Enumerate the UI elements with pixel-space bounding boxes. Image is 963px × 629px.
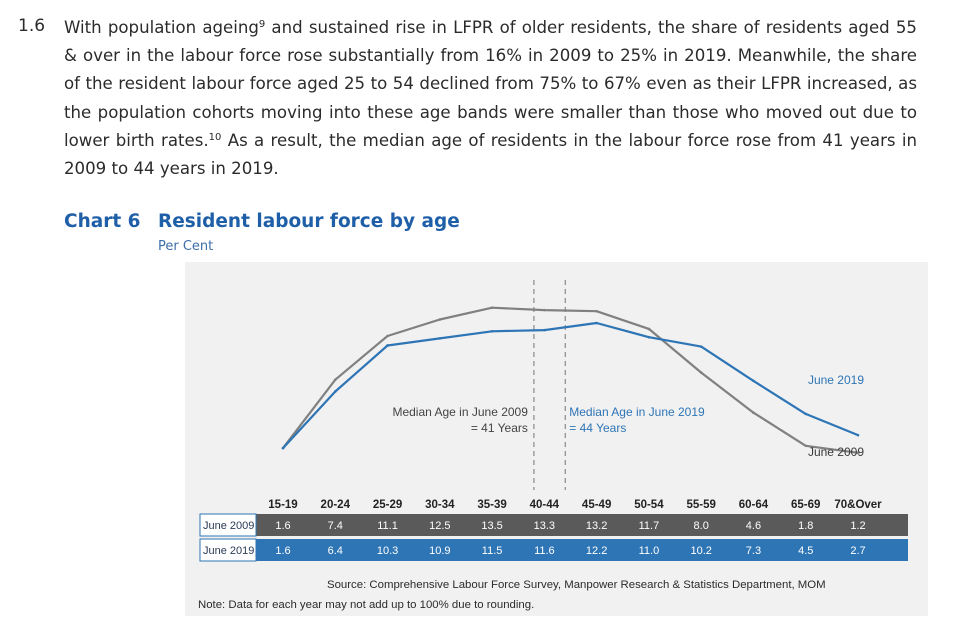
data-point-0-10 <box>804 444 808 448</box>
table-row-label-1: June 2019 <box>203 545 254 557</box>
table-cell-0-7: 11.7 <box>639 520 660 532</box>
table-cell-1-11: 2.7 <box>850 545 865 557</box>
table-cell-1-9: 7.3 <box>746 545 761 557</box>
data-point-0-4 <box>490 306 494 309</box>
table-cell-0-8: 8.0 <box>694 520 709 532</box>
median-2009-label-line1: Median Age in June 2009 <box>392 405 528 419</box>
data-point-0-8 <box>699 371 703 374</box>
paragraph-text: With population ageing9 and sustained ri… <box>64 14 917 183</box>
median-2019-label-line1: Median Age in June 2019 <box>569 405 705 419</box>
x-tick-label: 25-29 <box>373 499 402 511</box>
median-2009-label-line2: = 41 Years <box>471 421 528 435</box>
table-cell-0-2: 11.1 <box>377 520 398 532</box>
x-tick-label: 20-24 <box>321 499 351 511</box>
table-cell-0-6: 13.2 <box>586 520 607 532</box>
footnote-ref-10[interactable]: 10 <box>208 131 222 143</box>
data-point-0-11 <box>856 451 860 455</box>
x-tick-label: 60-64 <box>739 499 769 511</box>
data-point-1-10 <box>804 412 808 416</box>
data-point-0-5 <box>543 308 546 312</box>
data-point-1-1 <box>333 390 337 393</box>
table-cell-1-3: 10.9 <box>429 545 450 557</box>
source-text: Source: Comprehensive Labour Force Surve… <box>327 579 826 591</box>
note-text: Note: Data for each year may not add up … <box>198 599 535 611</box>
data-point-0-2 <box>386 334 389 338</box>
data-point-1-6 <box>595 321 598 325</box>
data-point-0-7 <box>647 327 651 331</box>
footnote-ref-9[interactable]: 9 <box>258 19 266 30</box>
table-cell-1-1: 6.4 <box>328 545 343 557</box>
data-point-1-2 <box>386 344 389 347</box>
chart-number-label: Chart 6 <box>64 211 141 232</box>
data-point-1-3 <box>438 337 442 340</box>
data-point-1-7 <box>647 335 651 339</box>
table-cell-0-4: 13.5 <box>481 520 502 532</box>
paragraph-number: 1.6 <box>18 16 46 36</box>
table-cell-1-2: 10.3 <box>377 545 398 557</box>
data-point-1-4 <box>490 330 494 333</box>
data-point-0-1 <box>333 378 337 381</box>
table-cell-1-0: 1.6 <box>275 545 290 557</box>
table-row-bg-1 <box>256 539 908 561</box>
paragraph-text-part-1: With population ageing <box>64 18 259 37</box>
series-label-0: June 2009 <box>808 445 864 459</box>
x-tick-label: 45-49 <box>582 499 611 511</box>
data-point-1-11 <box>856 433 860 437</box>
x-tick-label: 30-34 <box>425 499 455 511</box>
paragraph-text-part-3: As a result, the median age of residents… <box>64 130 918 179</box>
table-cell-0-11: 1.2 <box>850 520 865 532</box>
data-point-1-5 <box>543 328 546 332</box>
chart-unit-label: Per Cent <box>158 239 214 254</box>
table-cell-0-1: 7.4 <box>328 520 343 532</box>
data-point-1-8 <box>699 345 703 348</box>
x-tick-label: 70&Over <box>834 499 882 511</box>
series-label-1: June 2019 <box>808 373 864 387</box>
paragraph-text-part-2: and sustained rise in LFPR of older resi… <box>64 18 917 150</box>
x-tick-label: 15-19 <box>268 499 297 511</box>
table-row-label-box-0 <box>199 513 257 537</box>
chart-title: Resident labour force by age <box>158 211 460 232</box>
x-tick-label: 35-39 <box>477 499 506 511</box>
table-cell-1-6: 12.2 <box>586 545 607 557</box>
x-tick-label: 40-44 <box>530 499 560 511</box>
x-tick-label: 55-59 <box>686 499 715 511</box>
table-cell-1-4: 11.5 <box>482 545 503 557</box>
data-point-1-0 <box>281 446 285 450</box>
x-tick-label: 65-69 <box>791 499 820 511</box>
data-point-0-6 <box>595 309 598 313</box>
table-cell-1-5: 11.6 <box>534 545 555 557</box>
table-cell-1-8: 10.2 <box>690 545 711 557</box>
table-cell-1-7: 11.0 <box>639 545 660 557</box>
chart-panel: June 2009 June 2019 Median Age in June 200… <box>185 262 928 616</box>
series-line-0 <box>282 306 859 454</box>
data-point-1-9 <box>752 379 755 383</box>
table-cell-1-10: 4.5 <box>798 545 813 557</box>
table-row-label-box-1 <box>199 538 257 562</box>
table-cell-0-3: 12.5 <box>429 520 450 532</box>
x-tick-label: 50-54 <box>634 499 664 511</box>
table-row-label-0: June 2009 <box>203 520 254 532</box>
table-cell-0-5: 13.3 <box>534 520 555 532</box>
chart-svg: June 2009 June 2019 Median Age in June 200… <box>199 280 908 562</box>
median-2019-label-line2: = 44 Years <box>569 421 626 435</box>
table-cell-0-0: 1.6 <box>275 520 290 532</box>
data-point-0-9 <box>752 411 755 415</box>
data-point-0-3 <box>438 318 442 321</box>
table-cell-0-9: 4.6 <box>746 520 761 532</box>
series-line-1 <box>282 321 859 449</box>
table-cell-0-10: 1.8 <box>798 520 813 532</box>
table-row-bg-0 <box>256 514 908 536</box>
